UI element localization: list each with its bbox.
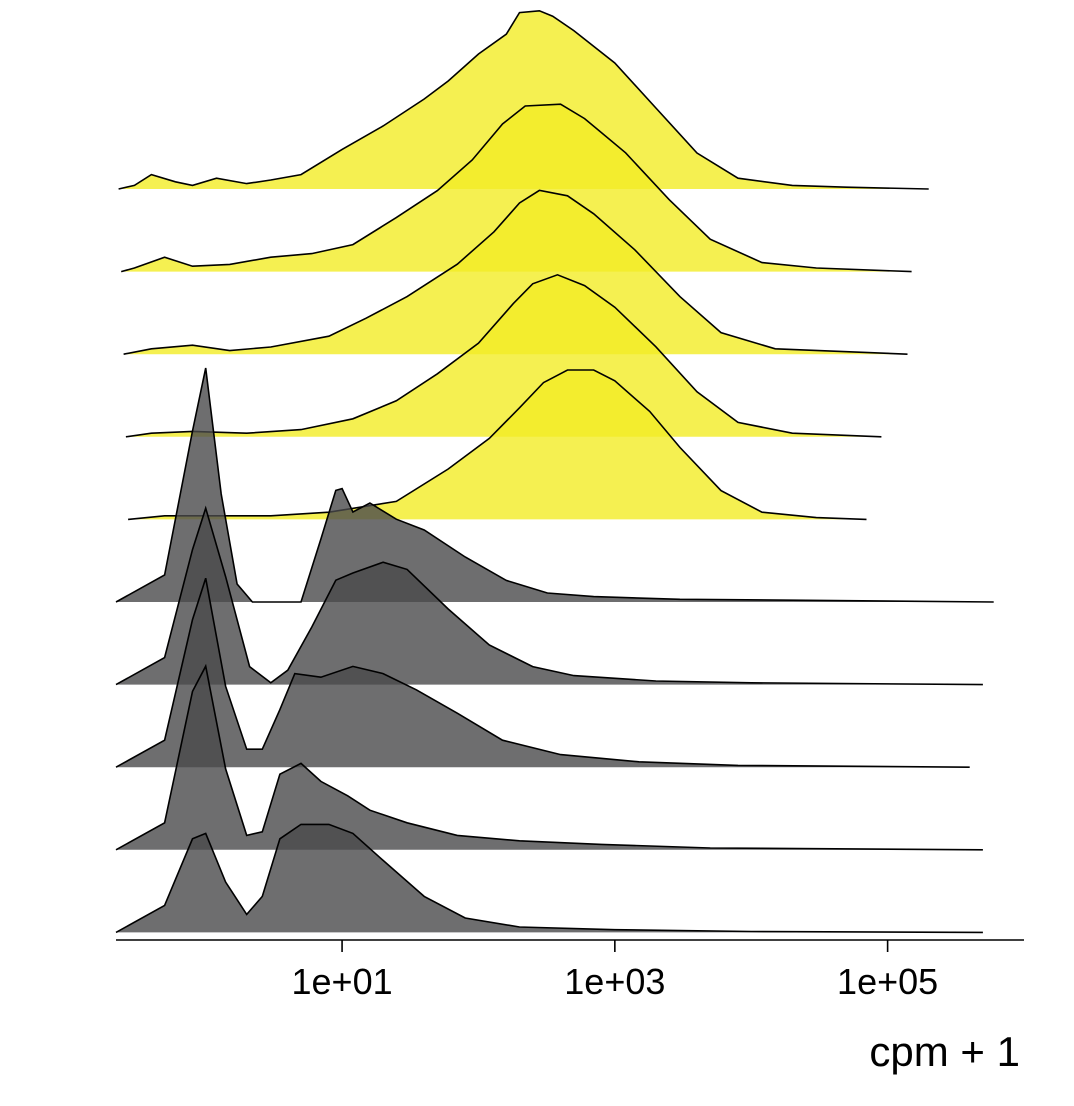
ridge-area-1 <box>118 10 929 189</box>
ridge-area-4 <box>125 274 882 437</box>
x-axis-ticks: 1e+01 1e+03 1e+05 <box>292 940 938 1002</box>
ridge-area-3 <box>123 190 908 355</box>
ridge-outline-5 <box>128 369 867 521</box>
ridge-outline-7 <box>115 505 983 686</box>
ridge-outline-1 <box>118 9 929 190</box>
x-tick-label-1: 1e+01 <box>292 961 393 1002</box>
ridge-outline-8 <box>115 577 970 768</box>
x-tick-label-2: 1e+03 <box>564 961 665 1002</box>
ridge-outline-10 <box>115 823 983 934</box>
ridge-outline-2 <box>120 103 912 273</box>
ridge-area-9 <box>116 666 983 850</box>
ridge-area-6 <box>116 368 994 602</box>
ridge-area-10 <box>116 824 983 933</box>
ridges-group <box>115 9 994 934</box>
ridge-outline-4 <box>125 273 882 438</box>
ridge-area-2 <box>121 104 912 272</box>
ridge-outline-9 <box>115 663 983 851</box>
ridge-area-8 <box>116 578 970 768</box>
x-axis-title: cpm + 1 <box>869 1028 1020 1075</box>
ridge-area-7 <box>116 508 983 685</box>
x-tick-label-3: 1e+05 <box>837 961 938 1002</box>
ridge-area-5 <box>128 370 867 520</box>
ridge-outline-6 <box>115 367 994 603</box>
ridge-outline-3 <box>123 189 908 355</box>
